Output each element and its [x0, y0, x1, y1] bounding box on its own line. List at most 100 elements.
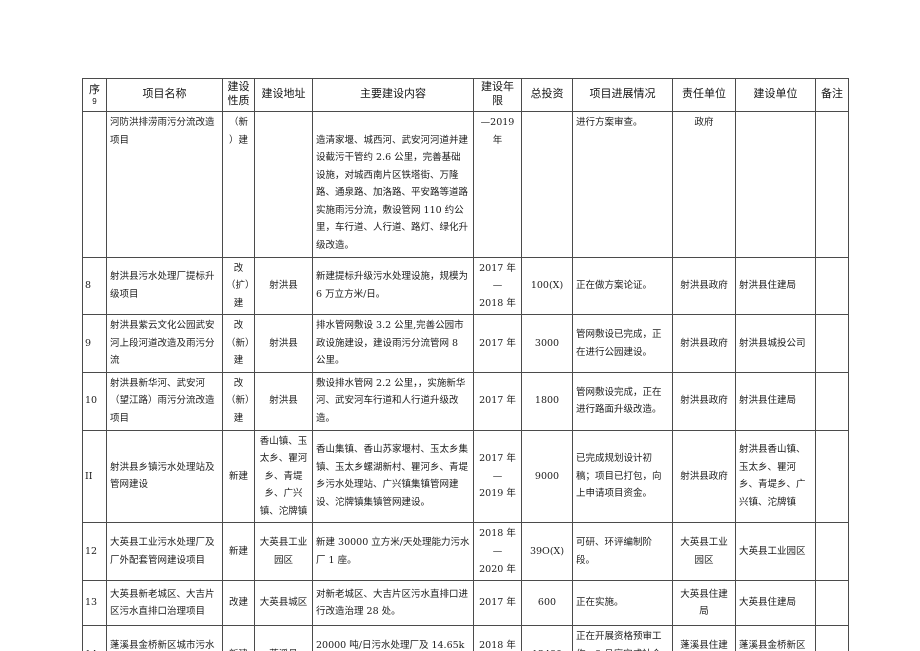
- cell-builder: 蓬溪县金桥新区管委会: [735, 625, 816, 651]
- cell-years: 2018 年 —2019: [473, 625, 522, 651]
- cell-builder: 射洪县香山镇、玉太乡、瞿河乡、青堤乡、广兴镇、沱牌镇: [735, 429, 816, 524]
- cell-builder: [735, 111, 816, 258]
- cell-years: 2018 年— 2020 年: [473, 522, 522, 582]
- cell-nature: 新建: [222, 522, 255, 582]
- cell-seq: II: [82, 429, 107, 524]
- cell-name: 射洪县污水处理厂提标升级项目: [106, 256, 223, 316]
- column-header-label: 责任单位: [682, 88, 726, 101]
- table-row: 河防洪排涝雨污分流改造项目 （新 ）建 造清家堰、城西河、武安河河道并建设截污干管…: [82, 111, 849, 258]
- column-header-label: 序: [89, 84, 100, 97]
- cell-investment: [521, 111, 573, 258]
- column-header-label: 项目进展情况: [589, 88, 656, 101]
- cell-address: 射洪县: [254, 314, 313, 373]
- cell-seq: 10: [82, 371, 107, 431]
- cell-progress: 正在开展资格预审工作，8 月底完成社会资: [572, 625, 673, 651]
- cell-investment: 39O(X): [521, 522, 573, 582]
- cell-content: 新建提标升级污水处理设施，规模为 6 万立方米/日。: [312, 256, 474, 316]
- cell-address: [254, 111, 313, 258]
- cell-name: 大英县工业污水处理厂及厂外配套管网建设项目: [106, 522, 223, 582]
- cell-years: 2017 年: [473, 314, 522, 373]
- cell-progress: 正在实施。: [572, 580, 673, 627]
- table-row: 13 大英县新老城区、大吉片区污水直排口治理项目 改建 大英县城区 对新老城区、大吉片区…: [82, 580, 849, 627]
- column-header-label: 建设地址: [261, 88, 306, 101]
- cell-responsible: 大英县住建局: [672, 580, 736, 627]
- cell-name: 射洪县乡镇污水处理站及管网建设: [106, 429, 223, 524]
- cell-investment: 13480: [521, 625, 573, 651]
- cell-address: 香山镇、玉太乡、瞿河乡、青堤乡、广兴镇、沱牌镇: [254, 429, 313, 524]
- table-row: 12 大英县工业污水处理厂及厂外配套管网建设项目 新建 大英县工业园区 新建 30000…: [82, 522, 849, 582]
- cell-nature: 改建: [222, 580, 255, 627]
- cell-nature: 改 （新） 建: [222, 371, 255, 431]
- column-header-nature: 建设性质: [222, 78, 255, 112]
- column-header-progress: 项目进展情况: [572, 78, 673, 112]
- project-table: 序 9 项目名称 建设性质 建设地址 主要建设内容 建设年限 总投资 项目进展情况 责任单位 建设单…: [82, 78, 849, 651]
- cell-builder: 大英县住建局: [735, 580, 816, 627]
- cell-seq: [82, 111, 107, 258]
- cell-seq: 12: [82, 522, 107, 582]
- cell-investment: 100(X): [521, 256, 573, 316]
- column-header-remark: 备注: [815, 78, 849, 112]
- cell-name: 射洪县新华河、武安河（望江路）雨污分流改造项目: [106, 371, 223, 431]
- cell-progress: 正在做方案论证。: [572, 256, 673, 316]
- cell-remark: [815, 522, 849, 582]
- cell-address: 大英县城区: [254, 580, 313, 627]
- cell-seq: 8: [82, 256, 107, 316]
- cell-seq: 13: [82, 580, 107, 627]
- cell-progress: 管网敷设已完成，正在进行公园建设。: [572, 314, 673, 373]
- cell-progress: 管网敷设完成，正在进行路面升级改造。: [572, 371, 673, 431]
- table-row: II 射洪县乡镇污水处理站及管网建设 新建 香山镇、玉太乡、瞿河乡、青堤乡、广兴镇、沱…: [82, 429, 849, 524]
- cell-address: 射洪县: [254, 371, 313, 431]
- column-header-label: 建设性质: [227, 81, 250, 107]
- cell-responsible: 蓬溪县住建局: [672, 625, 736, 651]
- cell-investment: 600: [521, 580, 573, 627]
- cell-address: 射洪县: [254, 256, 313, 316]
- cell-responsible: 政府: [672, 111, 736, 258]
- cell-content: 造清家堰、城西河、武安河河道并建设截污干管约 2.6 公里，完善基础设施，对城西…: [312, 111, 474, 258]
- cell-content: 对新老城区、大吉片区污水直排口进行改造治理 28 处。: [312, 580, 474, 627]
- cell-progress: 可研、环评编制阶段。: [572, 522, 673, 582]
- table-row: 9 射洪县紫云文化公园武安河上段河道改造及雨污分流改 （新） 建射洪县 排水管网敷设…: [82, 314, 849, 373]
- cell-remark: [815, 111, 849, 258]
- cell-nature: 新建: [222, 625, 255, 651]
- cell-responsible: 射洪县政府: [672, 429, 736, 524]
- cell-name: 蓬溪县金桥新区城市污水处理厂 PPP 建设: [106, 625, 223, 651]
- cell-seq: 9: [82, 314, 107, 373]
- column-header-sublabel: 9: [92, 96, 97, 106]
- cell-builder: 射洪县住建局: [735, 256, 816, 316]
- cell-years: —2019 年: [473, 111, 522, 258]
- cell-remark: [815, 429, 849, 524]
- column-header-label: 建设年限: [481, 81, 514, 107]
- column-header-label: 主要建设内容: [360, 88, 426, 101]
- cell-address: 大英县工业园区: [254, 522, 313, 582]
- cell-nature: 改 （新） 建: [222, 314, 255, 373]
- cell-content: 20000 吨/日污水处理厂及 14.65km 污水管网建设。: [312, 625, 474, 651]
- cell-responsible: 射洪县政府: [672, 371, 736, 431]
- cell-progress: 进行方案审查。: [572, 111, 673, 258]
- cell-name: 大英县新老城区、大吉片区污水直排口治理项目: [106, 580, 223, 627]
- header-row: 序 9 项目名称 建设性质 建设地址 主要建设内容 建设年限 总投资 项目进展情况 责任单位 建设单…: [82, 78, 849, 112]
- cell-responsible: 大英县工业园区: [672, 522, 736, 582]
- cell-builder: 大英县工业园区: [735, 522, 816, 582]
- table-header: 序 9 项目名称 建设性质 建设地址 主要建设内容 建设年限 总投资 项目进展情况 责任单位 建设单…: [82, 78, 849, 112]
- cell-nature: 新建: [222, 429, 255, 524]
- cell-responsible: 射洪县政府: [672, 314, 736, 373]
- column-header-content: 主要建设内容: [312, 78, 474, 112]
- column-header-label: 项目名称: [142, 88, 187, 101]
- cell-content: 香山集镇、香山苏家堰村、玉太乡集镇、玉太乡螺湖新村、瞿河乡、青堤乡污水处理站、广…: [312, 429, 474, 524]
- cell-name: 射洪县紫云文化公园武安河上段河道改造及雨污分流: [106, 314, 223, 373]
- cell-content: 排水管网敷设 3.2 公里,完善公园市政设施建设，建设雨污分流管网 8 公里。: [312, 314, 474, 373]
- cell-content: 新建 30000 立方米/天处理能力污水厂 1 座。: [312, 522, 474, 582]
- cell-years: 2017 年— 2019 年: [473, 429, 522, 524]
- cell-builder: 射洪县城投公司: [735, 314, 816, 373]
- cell-address: 蓬溪县: [254, 625, 313, 651]
- cell-remark: [815, 625, 849, 651]
- table-row: 14蓬溪县金桥新区城市污水处理厂 PPP 建设新建蓬溪县20000 吨/日污水处…: [82, 625, 849, 651]
- cell-responsible: 射洪县政府: [672, 256, 736, 316]
- cell-remark: [815, 256, 849, 316]
- column-header-builder: 建设单位: [735, 78, 816, 112]
- cell-seq: 14: [82, 625, 107, 651]
- cell-investment: 9000: [521, 429, 573, 524]
- cell-years: 2017 年: [473, 580, 522, 627]
- column-header-label: 建设单位: [753, 88, 798, 101]
